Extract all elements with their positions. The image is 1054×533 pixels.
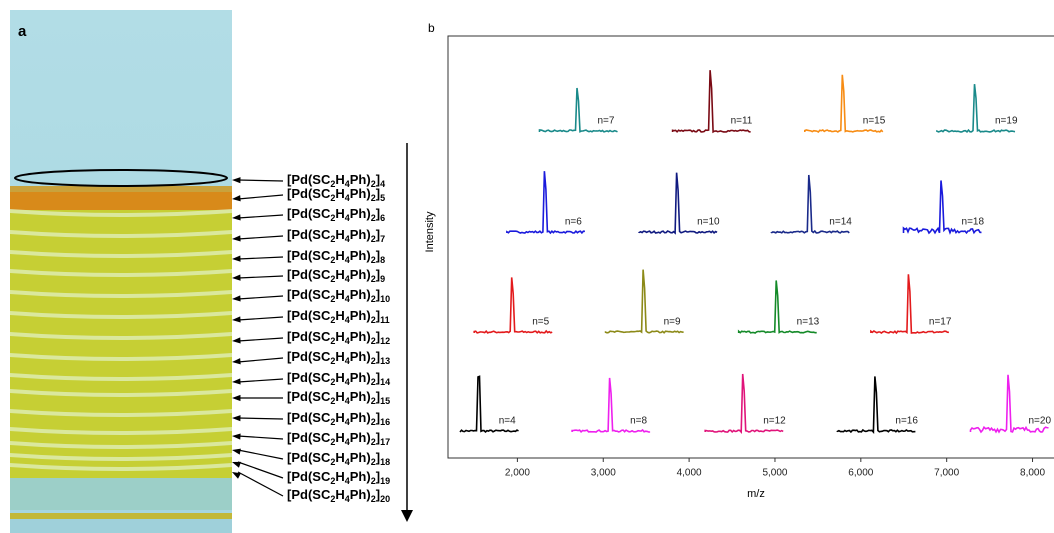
spectrum (936, 84, 1016, 134)
formula-label: [Pd(SC2H4Ph)2]11 (287, 308, 390, 325)
formula-label: [Pd(SC2H4Ph)2]14 (287, 370, 390, 387)
x-tick-label: 7,000 (934, 468, 959, 479)
spectrum (459, 375, 519, 433)
formula-label: [Pd(SC2H4Ph)2]18 (287, 450, 390, 467)
arrow-head (232, 448, 241, 455)
arrow-head (232, 255, 241, 262)
arrow-head (232, 415, 241, 422)
spectrum (571, 377, 651, 434)
formula-label: [Pd(SC2H4Ph)2]6 (287, 206, 385, 223)
arrow-line (237, 449, 284, 460)
x-tick-label: 6,000 (848, 468, 873, 479)
arrow-head (232, 274, 241, 281)
arrow-line (237, 461, 284, 479)
arrow-head (232, 378, 241, 385)
x-tick-label: 8,000 (1020, 468, 1045, 479)
spectrum (902, 180, 982, 235)
spectrum (704, 373, 784, 434)
arrow-line (237, 435, 284, 440)
x-tick-label: 4,000 (677, 468, 702, 479)
arrow-line (237, 378, 284, 383)
y-axis-label: Intensity (424, 211, 436, 252)
x-tick-label: 2,000 (505, 468, 530, 479)
spectrum (803, 74, 884, 134)
series-label: n=5 (532, 317, 549, 328)
arrow-head (232, 177, 241, 184)
panel-label: a (18, 23, 27, 40)
arrow-line (237, 194, 284, 200)
series-label: n=14 (829, 217, 852, 228)
arrow-line (237, 295, 284, 300)
series-label: n=7 (597, 116, 614, 127)
panel-label: b (428, 21, 435, 35)
formula-label: [Pd(SC2H4Ph)2]17 (287, 430, 390, 447)
arrow-head (232, 461, 241, 468)
series-label: n=6 (565, 217, 582, 228)
formula-label: [Pd(SC2H4Ph)2]19 (287, 469, 390, 486)
arrow-line (237, 337, 284, 342)
arrow-line (237, 214, 284, 219)
series-label: n=15 (863, 116, 886, 127)
formula-label: [Pd(SC2H4Ph)2]8 (287, 248, 385, 265)
formula-label: [Pd(SC2H4Ph)2]7 (287, 227, 385, 244)
arrow-line (237, 256, 284, 260)
spectrum (604, 269, 684, 334)
arrow-line (237, 179, 284, 182)
arrow-head (232, 235, 241, 242)
series-label: n=19 (995, 116, 1018, 127)
series-label: n=9 (664, 317, 681, 328)
formula-label: [Pd(SC2H4Ph)2]5 (287, 186, 385, 203)
series-label: n=12 (763, 416, 786, 427)
arrow-head (232, 316, 241, 323)
arrow-head (232, 433, 241, 440)
x-tick-label: 5,000 (762, 468, 787, 479)
formula-label: [Pd(SC2H4Ph)2]15 (287, 389, 390, 406)
formula-label: [Pd(SC2H4Ph)2]4 (287, 172, 385, 189)
x-tick-label: 3,000 (591, 468, 616, 479)
formula-label: [Pd(SC2H4Ph)2]10 (287, 287, 390, 304)
formula-label: [Pd(SC2H4Ph)2]20 (287, 487, 390, 504)
series-label: n=17 (929, 317, 952, 328)
spectrum (638, 172, 718, 235)
series-label: n=13 (797, 317, 820, 328)
arrow-head (232, 337, 241, 344)
arrow-head (232, 295, 241, 302)
arrow-head (232, 358, 241, 365)
formula-label: [Pd(SC2H4Ph)2]13 (287, 349, 390, 366)
arrow-line (237, 417, 284, 420)
arrow-line (237, 316, 284, 321)
spectrum (506, 171, 585, 235)
arrow-head (232, 214, 241, 221)
series-label: n=18 (962, 217, 985, 228)
spectrum (538, 87, 618, 133)
series-label: n=8 (630, 416, 647, 427)
series-label: n=10 (697, 217, 720, 228)
arrow-head (232, 394, 241, 402)
arrow-line (237, 275, 284, 279)
series-label: n=20 (1028, 416, 1051, 427)
formula-label: [Pd(SC2H4Ph)2]16 (287, 410, 390, 427)
arrow-head (232, 472, 241, 479)
arrow-line (237, 471, 284, 497)
arrow-head (232, 195, 241, 202)
formula-label: [Pd(SC2H4Ph)2]12 (287, 329, 390, 346)
spectrum (737, 280, 817, 334)
series-label: n=11 (731, 116, 753, 127)
formula-label: [Pd(SC2H4Ph)2]9 (287, 267, 385, 284)
series-label: n=4 (499, 416, 516, 427)
tlc-photo (10, 10, 232, 533)
spectrum (969, 374, 1049, 434)
arrow-line (237, 235, 284, 240)
x-axis-label: m/z (747, 488, 765, 500)
series-label: n=16 (895, 416, 918, 427)
spectrum (671, 70, 751, 134)
spectrum (770, 174, 850, 234)
arrow-line (237, 357, 284, 363)
spectrum (473, 277, 553, 334)
spectrum (870, 274, 949, 335)
spectrum (836, 376, 916, 434)
